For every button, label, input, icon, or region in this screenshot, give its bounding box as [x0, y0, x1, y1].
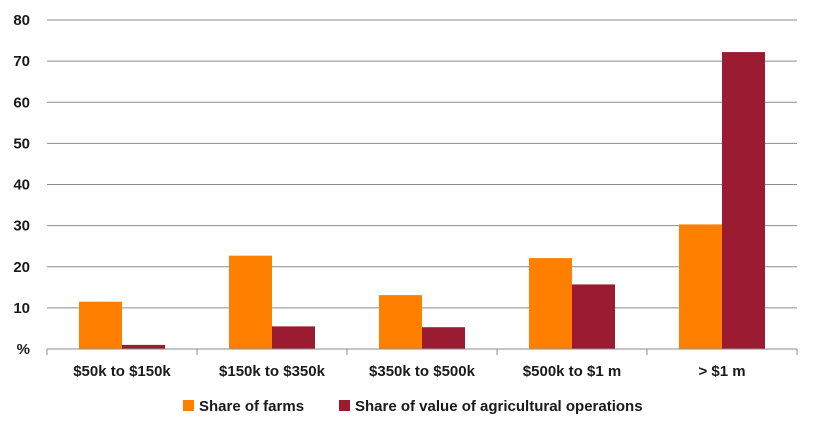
- x-tick-label: $50k to $150k: [73, 363, 171, 380]
- legend: Share of farms Share of value of agricult…: [183, 398, 643, 415]
- y-tick-label: 50: [13, 135, 30, 152]
- bar: [679, 224, 722, 349]
- bars: [79, 52, 765, 349]
- bar: [122, 344, 165, 349]
- y-tick-label: 30: [13, 218, 30, 235]
- x-tick-label: $150k to $350k: [219, 363, 326, 380]
- y-tick-label: 60: [13, 94, 30, 111]
- x-tick-label: $500k to $1 m: [523, 363, 621, 380]
- legend-swatch: [183, 400, 194, 411]
- y-tick-label: 20: [13, 259, 30, 276]
- y-tick-label: 10: [13, 300, 30, 317]
- gridlines: [47, 19, 797, 309]
- legend-entry-label: Share of farms: [199, 398, 304, 415]
- y-tick-label: 80: [13, 12, 30, 29]
- bar: [722, 52, 765, 349]
- y-tick-label: 70: [13, 53, 30, 70]
- bar: [379, 295, 422, 349]
- axes: % 10 20 30 40 50 60 70 80 $50k to $150k $150k to $…: [13, 12, 798, 380]
- bar: [529, 258, 572, 349]
- bar: [572, 284, 615, 349]
- bar: [79, 301, 122, 349]
- y-tick-label: %: [17, 341, 30, 358]
- x-tick-label: $350k to $500k: [369, 363, 476, 380]
- bar: [422, 327, 465, 349]
- legend-swatch: [339, 400, 350, 411]
- legend-entry-label: Share of value of agricultural operation…: [355, 398, 643, 415]
- x-tick-label: > $1 m: [698, 363, 745, 380]
- bar: [229, 255, 272, 349]
- bar: [272, 326, 315, 349]
- y-tick-label: 40: [13, 177, 30, 194]
